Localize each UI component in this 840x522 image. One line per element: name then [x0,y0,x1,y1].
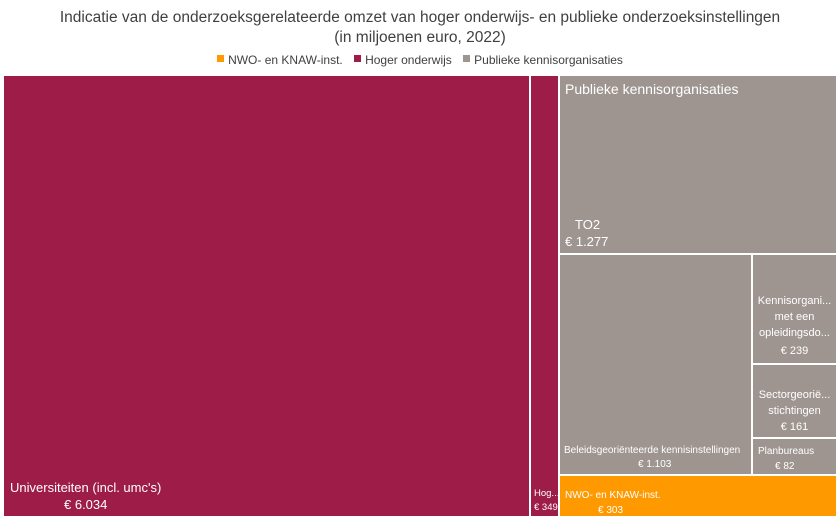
tile-planbureaus-label: Planbureaus [758,446,815,457]
tile-kennisorganisaties-label-line: met een [774,311,815,323]
tile-hogescholen-value: € 349 [534,502,558,513]
tile-to2-label: TO2 [575,217,601,232]
tile-hogescholen: Hog... € 349 [529,74,560,518]
tile-planbureaus: Planbureaus € 82 [751,437,838,476]
tile-sectorgeorienteerde: Sectorgeoriё... stichtingenSectorgeoriё.… [751,363,838,439]
legend-label-publieke-kennisorganisaties: Publieke kennisorganisaties [474,52,623,67]
tile-kennisorganisaties-label-line: opleidingsdo... [759,327,830,339]
tile-sectorgeorienteerde-label-line: Sectorgeoriё... [758,389,831,401]
tile-hogescholen-label: Hog... [534,488,560,499]
tile-nwo-knaw-label: NWO- en KNAW-inst. [565,490,661,501]
tile-beleidsgeorienteerde-label: Beleidsgeoriënteerde kennisinstellingen [564,445,741,456]
tile-sectorgeorienteerde-label-line: stichtingen [768,405,821,417]
tile-planbureaus-value: € 82 [775,461,795,472]
tile-to2: Publieke kennisorganisaties TO2 € 1.277 [558,74,838,255]
tile-universiteiten: Universiteiten (incl. umc's) € 6.034 [2,74,531,518]
tile-universiteiten-label: Universiteiten (incl. umc's) [10,480,162,495]
chart-title-line-2: (in miljoenen euro, 2022) [334,29,506,46]
tile-beleidsgeorienteerde-value: € 1.103 [638,459,672,470]
tile-nwo-knaw: NWO- en KNAW-inst. € 303 [558,474,838,518]
legend-item-publieke-kennisorganisaties: Publieke kennisorganisaties [463,52,623,67]
tile-kennisorganisaties-opleiding: Kennisorgani... met een opleidingsdo...K… [751,253,838,365]
tile-universiteiten-value: € 6.034 [64,497,108,512]
tile-beleidsgeorienteerde: Beleidsgeoriënteerde kennisinstellingen €… [558,253,753,476]
tile-kennisorganisaties-label-line: Kennisorgani... [757,295,832,307]
chart-title-line-1: Indicatie van de onderzoeksgerelateerde … [59,9,781,26]
group-label-publieke-kennisorganisaties: Publieke kennisorganisaties [565,81,739,97]
legend-swatch-nwo-knaw [217,55,225,63]
tile-kennisorganisaties-value: € 239 [780,345,809,357]
legend-label-nwo-knaw: NWO- en KNAW-inst. [228,52,343,67]
legend-swatch-publieke-kennisorganisaties [463,55,471,63]
tile-sectorgeorienteerde-value: € 161 [780,421,809,433]
legend-item-hoger-onderwijs: Hoger onderwijs [354,52,452,67]
tile-nwo-knaw-value: € 303 [598,505,624,516]
chart-legend: NWO- en KNAW-inst. Hoger onderwijs Publi… [0,52,840,67]
legend-label-hoger-onderwijs: Hoger onderwijs [365,52,452,67]
tile-to2-value: € 1.277 [565,234,609,249]
legend-item-nwo-knaw: NWO- en KNAW-inst. [217,52,343,67]
legend-swatch-hoger-onderwijs [354,55,362,63]
